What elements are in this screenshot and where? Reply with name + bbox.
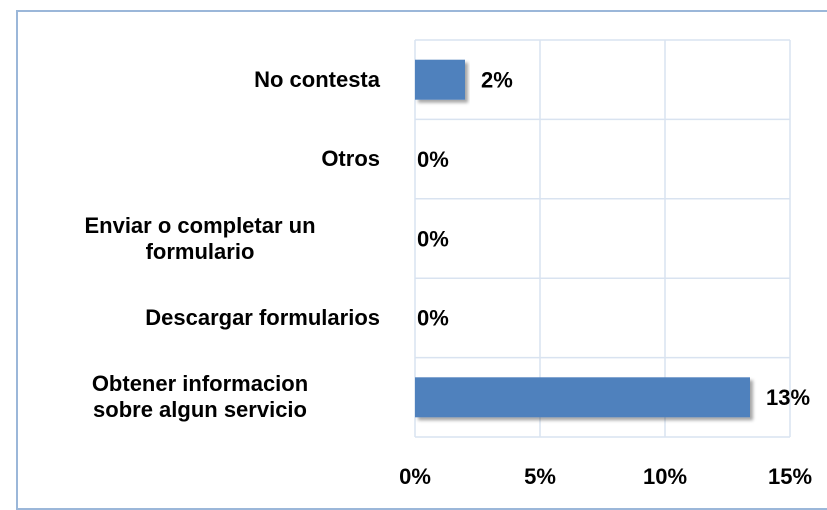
data-label: 0% — [417, 226, 449, 251]
data-label: 0% — [417, 306, 449, 331]
x-tick-label: 0% — [399, 464, 431, 489]
bar — [415, 59, 465, 100]
x-tick-label: 15% — [768, 464, 812, 489]
category-label: Descargar formularios — [145, 304, 380, 330]
x-tick-label: 5% — [524, 464, 556, 489]
category-label: Enviar o completar un formulario — [84, 212, 316, 264]
category-label: Otros — [321, 146, 380, 172]
data-label: 0% — [417, 147, 449, 172]
category-label: Obtener informacion sobre algun servicio — [91, 371, 309, 423]
data-label: 13% — [766, 385, 810, 410]
category-label: No contesta — [254, 66, 380, 92]
data-label: 2% — [481, 68, 513, 93]
bar — [415, 377, 750, 418]
x-tick-label: 10% — [643, 464, 687, 489]
